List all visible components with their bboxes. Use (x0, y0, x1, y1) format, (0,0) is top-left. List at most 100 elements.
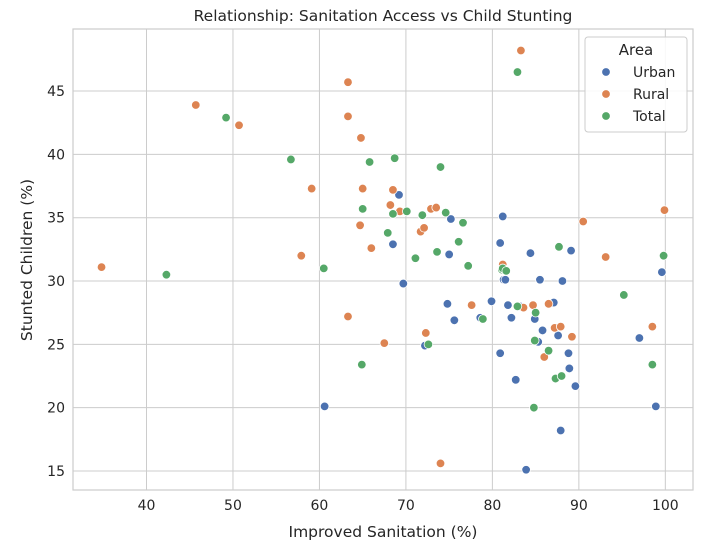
data-point (503, 300, 513, 310)
data-point (458, 218, 468, 228)
data-point (567, 332, 577, 342)
data-point (647, 359, 658, 370)
data-point (521, 465, 531, 475)
data-point (449, 315, 460, 325)
data-point (435, 458, 446, 469)
data-point (530, 335, 540, 346)
data-point (444, 249, 454, 260)
data-point (343, 111, 353, 122)
data-point (578, 216, 588, 227)
data-points (96, 45, 670, 475)
data-point (651, 401, 661, 412)
data-point (564, 363, 575, 374)
data-point (343, 311, 353, 322)
data-point (658, 251, 669, 261)
data-point (619, 290, 629, 300)
y-tick-label: 25 (47, 337, 65, 353)
x-tick-label: 40 (138, 498, 156, 514)
data-point (511, 375, 521, 385)
data-point (647, 321, 658, 332)
data-point (357, 359, 367, 370)
legend-label: Rural (633, 87, 669, 103)
data-point (498, 211, 508, 222)
data-point (366, 243, 377, 253)
data-point (343, 77, 353, 87)
data-point (394, 190, 404, 200)
data-point (500, 275, 511, 285)
y-tick-label: 40 (47, 147, 65, 163)
data-point (356, 133, 366, 143)
data-point (563, 348, 574, 358)
series-rural (96, 45, 670, 469)
legend-marker (601, 89, 611, 99)
data-point (357, 183, 368, 194)
data-point (556, 371, 567, 381)
legend-title: Area (619, 41, 654, 59)
chart-title: Relationship: Sanitation Access vs Child… (194, 7, 573, 25)
x-tick-label: 60 (311, 498, 329, 514)
x-tick-label: 90 (570, 498, 588, 514)
data-point (398, 278, 409, 289)
data-point (543, 345, 554, 356)
data-point (657, 267, 667, 277)
data-point (555, 321, 566, 332)
legend: Area Urban Rural Total (584, 36, 688, 133)
data-point (566, 245, 576, 256)
data-point (379, 338, 389, 348)
x-tick-label: 70 (397, 498, 415, 514)
series-urban (319, 190, 667, 475)
data-point (306, 183, 317, 194)
data-point (516, 45, 526, 56)
legend-label: Urban (633, 65, 675, 81)
x-tick-label: 50 (224, 498, 242, 514)
y-axis-title: Stunted Children (%) (18, 179, 36, 341)
legend-label: Total (632, 109, 666, 125)
data-point (355, 220, 365, 231)
data-point (659, 205, 670, 215)
data-point (364, 157, 375, 167)
data-point (525, 248, 536, 258)
data-point (501, 266, 511, 276)
data-point (435, 162, 446, 172)
data-point (319, 401, 330, 412)
plot-frame (72, 28, 694, 491)
legend-marker (601, 67, 611, 77)
y-tick-label: 35 (47, 211, 65, 227)
data-point (512, 301, 523, 312)
data-point (234, 120, 244, 130)
data-point (453, 237, 464, 247)
x-tick-label: 100 (652, 498, 679, 514)
data-point (388, 185, 398, 195)
data-point (161, 269, 172, 280)
legend-marker (601, 111, 611, 121)
data-point (466, 300, 477, 310)
data-point (388, 209, 398, 219)
data-point (570, 381, 581, 391)
data-point (191, 100, 201, 110)
data-point (512, 67, 523, 77)
data-point (431, 202, 441, 213)
data-point (600, 252, 611, 262)
data-point (446, 214, 456, 224)
data-point (388, 239, 398, 250)
data-point (486, 296, 497, 306)
legend-box (584, 36, 688, 133)
data-point (96, 262, 107, 272)
data-point (319, 263, 329, 274)
data-point (442, 299, 453, 309)
data-point (634, 333, 645, 343)
data-point (495, 238, 505, 248)
data-point (286, 154, 296, 165)
data-point (389, 153, 400, 163)
data-point (478, 314, 488, 324)
data-point (529, 402, 539, 413)
series-total (161, 67, 669, 413)
x-axis-title: Improved Sanitation (%) (289, 523, 478, 541)
data-point (553, 330, 563, 341)
data-point (543, 299, 554, 309)
data-point (357, 204, 368, 214)
data-point (421, 328, 431, 338)
data-point (537, 325, 548, 336)
data-point (495, 348, 505, 358)
